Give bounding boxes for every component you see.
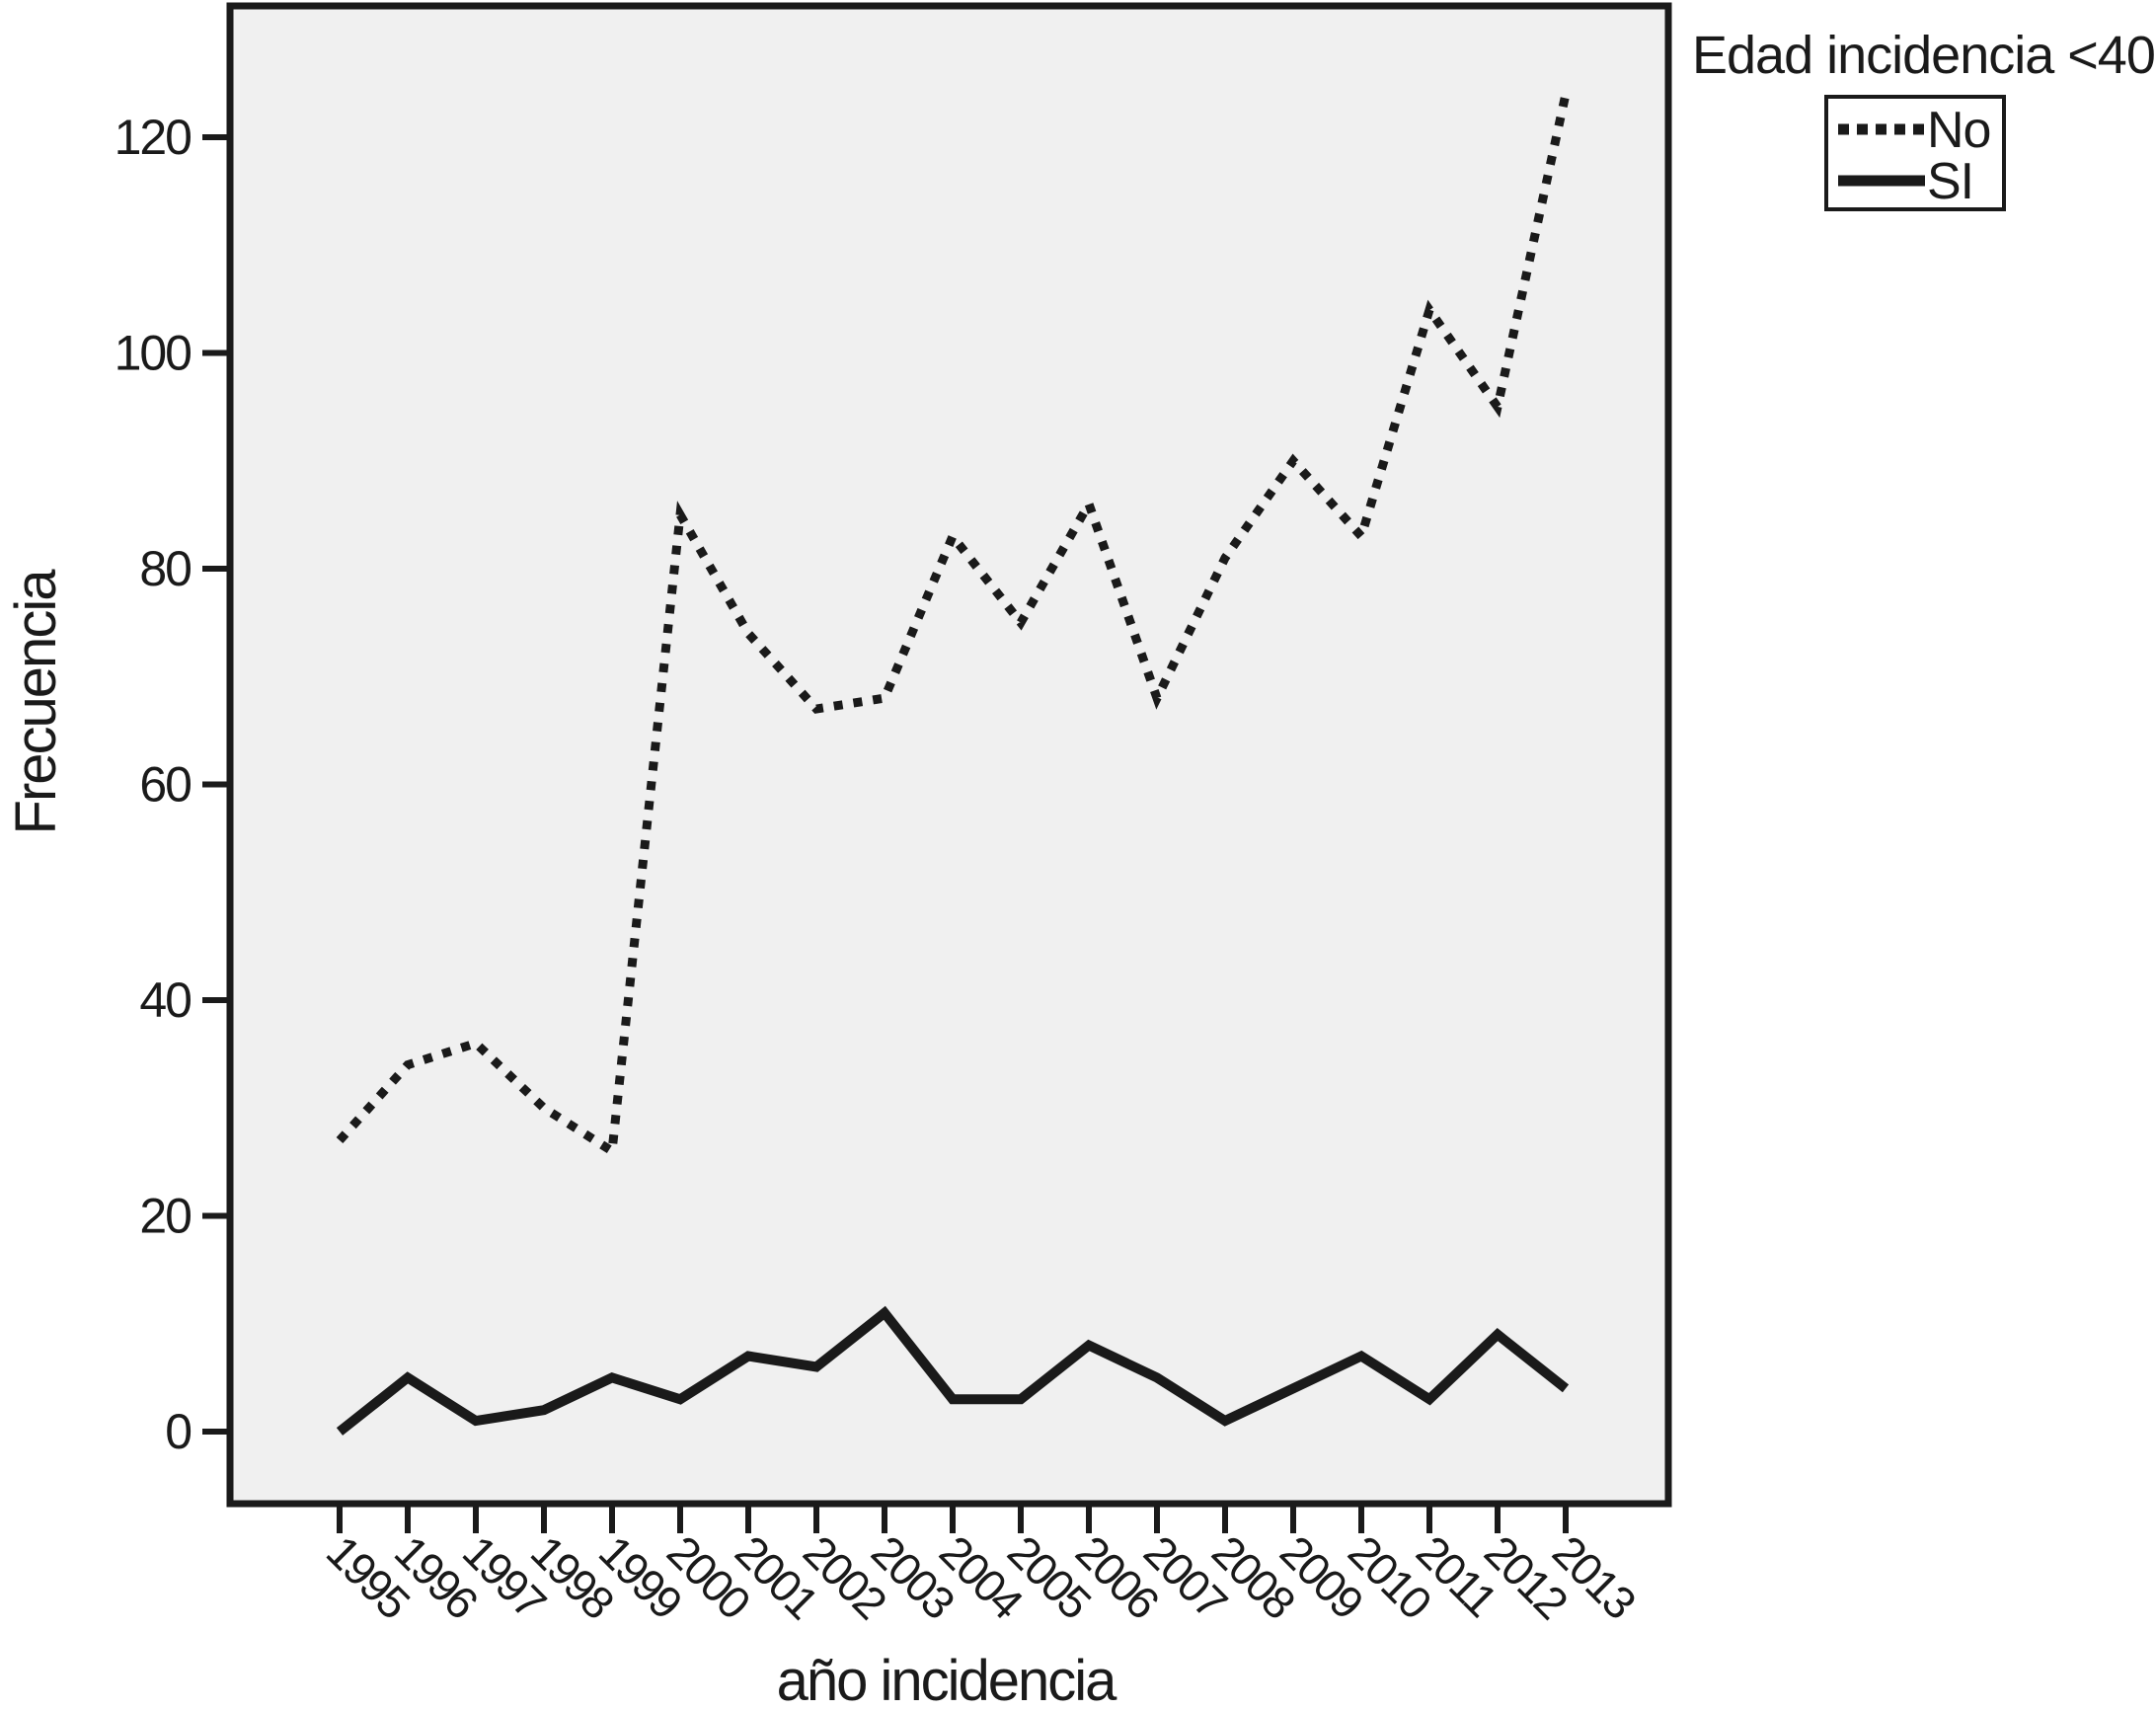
legend-box-border	[1824, 95, 2006, 211]
series-si-solid-line	[336, 1305, 1570, 1436]
legend-si-label: SI	[1927, 153, 1973, 210]
x-tick-label: 2013	[1543, 1525, 1646, 1628]
y-tick-label: 40	[139, 972, 191, 1028]
y-tick-label: 0	[165, 1404, 191, 1459]
y-tick-label: 100	[115, 326, 192, 381]
legend-box: No SI	[1824, 95, 2006, 211]
x-axis-ticks: 1995199619971998199920002001200220032004…	[317, 1504, 1646, 1629]
y-tick-label: 60	[139, 757, 191, 813]
legend-no-label: No	[1927, 102, 1990, 159]
y-tick-label: 20	[139, 1189, 191, 1244]
y-tick-label: 120	[115, 110, 192, 165]
y-axis-ticks: 0 20 40 60 80 100 120	[115, 110, 230, 1459]
y-tick-label: 80	[139, 541, 191, 596]
plot-area	[226, 2, 1672, 1508]
x-axis-title: año incidencia	[777, 1649, 1118, 1711]
legend-title: Edad incidencia <40	[1692, 26, 2155, 85]
y-axis-title: Frecuencia	[4, 569, 68, 835]
